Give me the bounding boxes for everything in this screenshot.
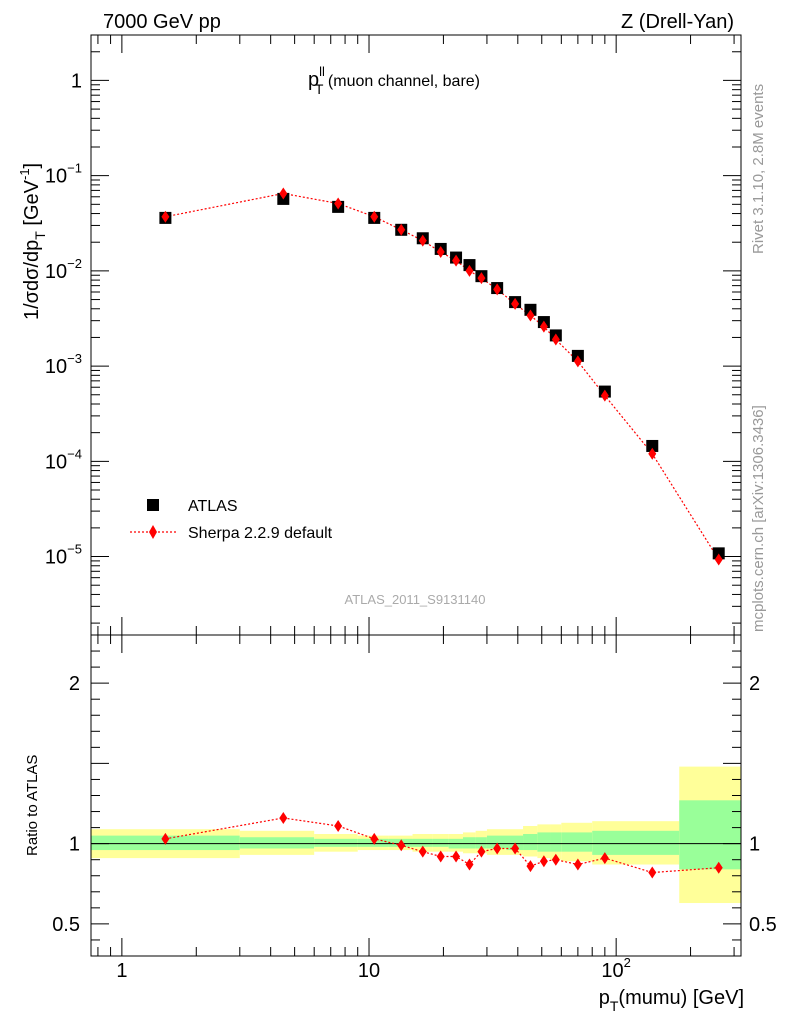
ratio-panel-ticks: 1 10 102 0.5 0.5 1 1 2 2 — [52, 634, 777, 982]
ratio-panel-frame — [90, 634, 742, 957]
ratio-point — [397, 839, 406, 852]
sherpa-point — [334, 197, 343, 210]
sherpa-point — [161, 210, 170, 223]
uncertainty-band-inner — [550, 832, 562, 852]
main-panel-frame — [90, 34, 742, 636]
x-axis-title: pT(mumu) [GeV] — [599, 987, 744, 1014]
rivet-label: Rivet 3.1.10, 2.8M events — [750, 84, 767, 254]
y-tick-label: 10−1 — [45, 161, 82, 188]
ratio-point — [511, 842, 520, 855]
ratio-y-tick-label: 1 — [69, 834, 80, 856]
ratio-y-tick-label-right: 1 — [749, 834, 760, 856]
ratio-point — [477, 845, 486, 858]
header-right: Z (Drell-Yan) — [621, 11, 734, 33]
x-tick-label: 102 — [601, 955, 630, 982]
sherpa-point — [573, 355, 582, 368]
sherpa-point — [539, 320, 548, 333]
ratio-point — [436, 850, 445, 863]
ratio-point — [526, 860, 535, 873]
uncertainty-band-inner — [523, 834, 538, 851]
ratio-point — [452, 850, 461, 863]
sherpa-point — [526, 309, 535, 322]
header-left: 7000 GeV pp — [103, 11, 221, 33]
sherpa-point — [648, 447, 657, 460]
y-tick-label: 10−2 — [45, 256, 82, 283]
legend-marker-sherpa — [149, 525, 157, 539]
sherpa-point — [436, 245, 445, 258]
uncertainty-band-inner — [537, 832, 551, 852]
ratio-point — [370, 832, 379, 845]
legend-label-sherpa: Sherpa 2.2.9 default — [188, 525, 333, 542]
ratio-point — [465, 858, 474, 871]
uncertainty-band-inner — [462, 837, 476, 849]
legend-marker-atlas — [147, 499, 159, 511]
ratio-y-tick-label-right: 2 — [749, 673, 760, 695]
sherpa-point — [551, 333, 560, 346]
sherpa-point — [465, 264, 474, 277]
uncertainty-band-inner — [486, 835, 507, 849]
y-tick-label: 10−3 — [45, 351, 82, 378]
uncertainty-band-inner — [239, 837, 315, 849]
ratio-point — [573, 858, 582, 871]
source-label: mcplots.cern.ch [arXiv:1306.3436] — [750, 405, 767, 632]
uncertainty-band-inner — [475, 837, 487, 849]
x-tick-label: 1 — [116, 960, 127, 982]
ratio-point — [334, 819, 343, 832]
ratio-panel-marks — [161, 811, 723, 879]
sherpa-point — [370, 210, 379, 223]
sherpa-point — [279, 187, 288, 200]
uncertainty-band-inner — [412, 838, 433, 847]
sherpa-point — [714, 553, 723, 566]
atlas-point — [712, 547, 725, 560]
atlas-point — [646, 439, 659, 452]
ratio-point — [279, 811, 288, 824]
ratio-y-tick-label: 0.5 — [52, 914, 80, 936]
ratio-point — [551, 853, 560, 866]
ratio-point — [539, 855, 548, 868]
x-tick-label: 10 — [358, 960, 380, 982]
uncertainty-band-inner — [432, 838, 449, 847]
sherpa-point — [477, 272, 486, 285]
sherpa-point — [452, 254, 461, 267]
y-axis-title: 1/σdσ/dpT [GeV-1] — [17, 163, 48, 320]
main-panel-ticks: 1 10−1 10−2 10−3 10−4 10−5 — [45, 34, 741, 635]
ratio-point — [493, 842, 502, 855]
ratio-point — [418, 845, 427, 858]
ratio-y-tick-label: 2 — [69, 673, 80, 695]
ratio-point — [161, 832, 170, 845]
legend-label-atlas: ATLAS — [188, 498, 238, 515]
sherpa-point — [418, 234, 427, 247]
y-tick-label: 1 — [71, 70, 82, 92]
legend: ATLAS Sherpa 2.2.9 default — [130, 498, 333, 542]
main-panel-marks — [159, 187, 725, 566]
ratio-panel-bands — [91, 766, 741, 904]
uncertainty-band-inner — [561, 832, 593, 852]
uncertainty-band-inner — [314, 838, 358, 847]
ratio-y-tick-label-right: 0.5 — [749, 914, 777, 936]
sherpa-point — [493, 283, 502, 296]
sherpa-point — [600, 389, 609, 402]
y-tick-label: 10−5 — [45, 542, 82, 569]
sherpa-point — [397, 223, 406, 236]
analysis-label: ATLAS_2011_S9131140 — [345, 592, 486, 607]
y-tick-label: 10−4 — [45, 446, 82, 473]
uncertainty-band-inner — [506, 835, 524, 851]
ratio-point — [648, 866, 657, 879]
ratio-point — [600, 852, 609, 865]
ratio-y-axis-title: Ratio to ATLAS — [24, 755, 41, 856]
ratio-point — [714, 861, 723, 874]
plot-title: pll T (muon channel, bare) — [308, 64, 480, 97]
uncertainty-band-inner — [592, 830, 680, 855]
sherpa-point — [511, 297, 520, 310]
uncertainty-band-inner — [679, 800, 741, 870]
